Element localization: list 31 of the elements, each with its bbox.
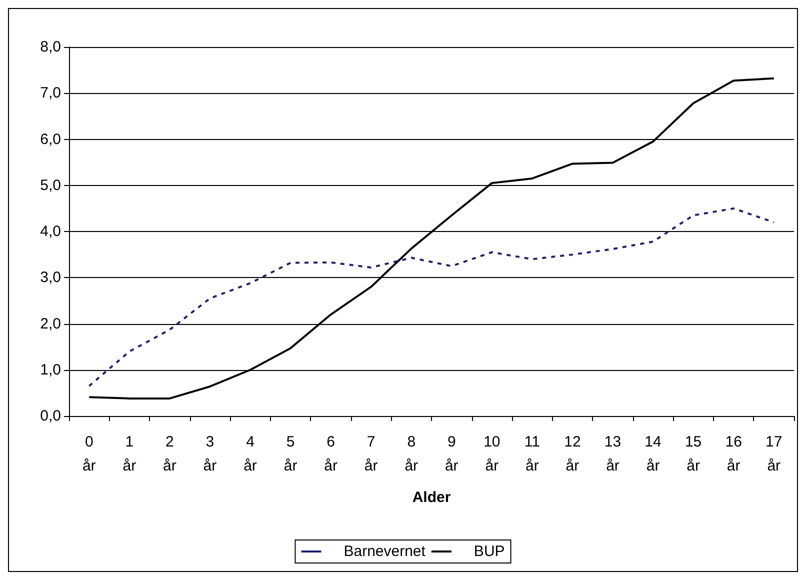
x-tick-label: 12 år [564, 434, 581, 474]
legend-label: Barnevernet [344, 543, 426, 560]
x-tick-label: 6 år [324, 434, 338, 474]
x-tick-label: 10 år [484, 434, 500, 474]
legend-label: BUP [474, 543, 505, 560]
y-tick-label: 5,0 [40, 176, 61, 194]
y-tick-label: 2,0 [40, 315, 61, 332]
y-tick-label: 7,0 [40, 84, 61, 102]
x-tick-label: 9 år [444, 434, 458, 474]
x-tick-label: 2 år [163, 434, 176, 474]
x-tick-label: 3 år [203, 434, 217, 474]
x-tick-label: 5 år [284, 434, 298, 474]
x-tick-label: 13 år [604, 434, 622, 474]
x-axis-title: Alder [412, 489, 451, 506]
y-tick-label: 4,0 [40, 223, 61, 240]
x-tick-label: 0 år [82, 434, 96, 474]
x-tick-label: 7 år [364, 434, 378, 474]
x-tick-label: 15 år [684, 434, 702, 474]
x-tick-label: 8 år [404, 434, 418, 474]
y-tick-label: 3,0 [40, 269, 61, 286]
y-tick-label: 8,0 [40, 38, 61, 56]
x-tick-label: 4 år [244, 434, 257, 474]
x-tick-label: 14 år [644, 434, 662, 474]
x-tick-label: 1 år [122, 434, 136, 474]
y-tick-label: 0,0 [40, 408, 61, 424]
line-series [88, 207, 775, 388]
x-tick-label: 17 år [766, 434, 782, 474]
x-tick-label: 16 år [725, 434, 742, 474]
y-tick-label: 6,0 [40, 130, 61, 148]
x-tick-label: 11 år [524, 434, 540, 474]
y-tick-label: 1,0 [40, 361, 61, 378]
